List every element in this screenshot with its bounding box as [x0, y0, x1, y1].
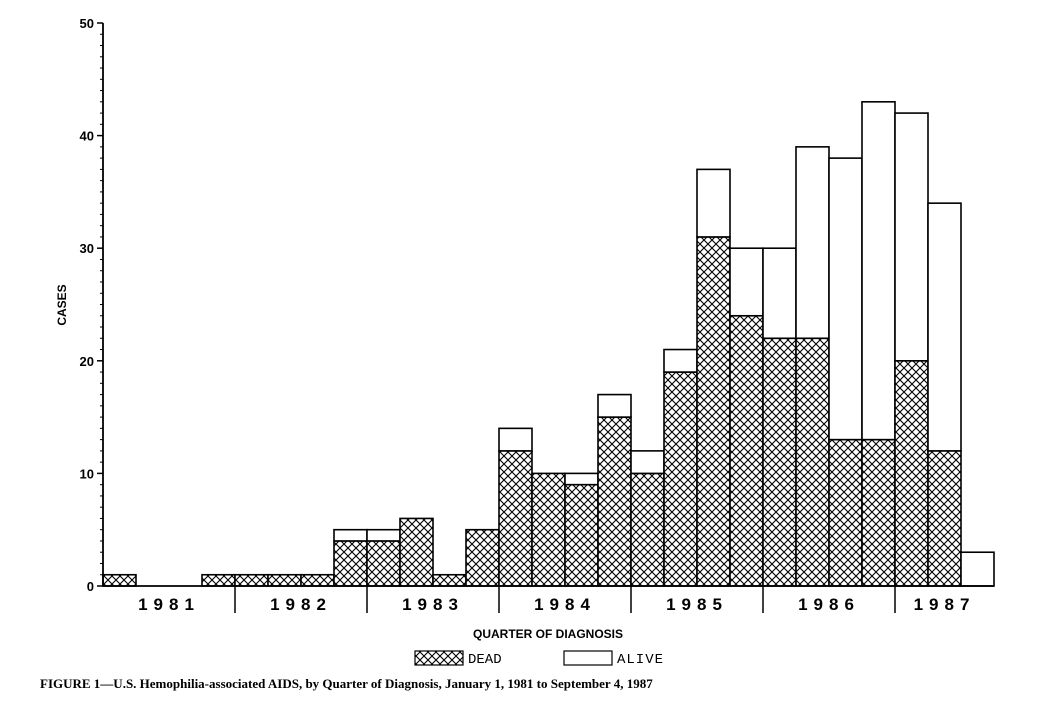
bar-dead	[432, 573, 467, 587]
bar-alive	[927, 202, 962, 452]
y-axis-label: CASES	[55, 284, 69, 325]
bar-alive	[795, 146, 830, 340]
bar-dead	[663, 371, 698, 587]
bar-dead	[828, 438, 863, 587]
x-axis-label: QUARTER OF DIAGNOSIS	[473, 627, 623, 641]
legend-swatch-alive	[563, 650, 613, 666]
year-label: 1981	[138, 595, 200, 614]
year-label: 1984	[534, 595, 596, 614]
bar-alive	[597, 393, 632, 418]
bar-dead	[630, 472, 665, 587]
bar-dead	[597, 416, 632, 587]
axes-group: 0 10 20 30 40 50 1981 1982 1983 1984 1985 1986 1987	[80, 16, 994, 614]
bar-dead	[564, 483, 599, 587]
y-tick-label: 30	[80, 241, 94, 256]
bar-dead	[729, 314, 764, 587]
bar-dead	[267, 573, 302, 587]
y-tick-label: 10	[80, 466, 94, 481]
bar-dead	[498, 450, 533, 587]
y-tick-label: 40	[80, 129, 94, 144]
y-tick-label: 20	[80, 354, 94, 369]
year-label: 1987	[914, 595, 976, 614]
bar-dead	[465, 528, 500, 587]
year-label: 1982	[270, 595, 332, 614]
bar-dead	[399, 517, 434, 587]
bar-dead	[300, 573, 335, 587]
bar-dead	[795, 337, 830, 587]
bar-alive	[696, 168, 731, 238]
bar-alive	[630, 450, 665, 475]
legend-label-alive: ALIVE	[617, 652, 664, 668]
bar-dead	[894, 359, 929, 587]
bar-alive	[894, 112, 929, 362]
bar-dead	[366, 540, 401, 587]
bar-alive	[564, 472, 599, 486]
bar-dead	[696, 236, 731, 587]
bar-alive	[861, 101, 896, 441]
legend-label-dead: DEAD	[468, 652, 502, 668]
bars-group	[102, 101, 995, 587]
bar-alive	[366, 528, 401, 542]
bar-dead	[927, 450, 962, 587]
year-label: 1986	[798, 595, 860, 614]
bar-dead	[531, 472, 566, 587]
bar-alive	[960, 551, 995, 587]
bar-alive	[663, 348, 698, 373]
figure-caption: FIGURE 1—U.S. Hemophilia-associated AIDS…	[40, 676, 653, 691]
bar-dead	[333, 540, 368, 587]
legend: DEAD ALIVE	[414, 650, 664, 668]
bar-dead	[102, 573, 137, 587]
y-tick-label: 0	[87, 579, 94, 594]
bar-dead	[234, 573, 269, 587]
bar-dead	[201, 573, 236, 587]
y-tick-label: 50	[80, 16, 94, 31]
bar-alive	[333, 528, 368, 542]
year-label: 1985	[666, 595, 728, 614]
bar-alive	[762, 247, 797, 340]
bar-alive	[498, 427, 533, 452]
bar-alive	[828, 157, 863, 441]
bar-dead	[762, 337, 797, 587]
bar-alive	[729, 247, 764, 317]
year-label: 1983	[402, 595, 464, 614]
bar-dead	[861, 438, 896, 587]
legend-swatch-dead	[414, 650, 464, 666]
